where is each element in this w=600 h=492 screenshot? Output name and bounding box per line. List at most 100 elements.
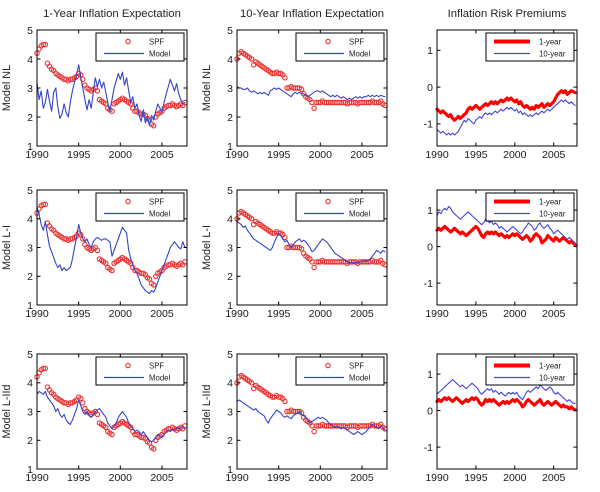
nl-risk-premiums-10-year-line [436, 99, 576, 136]
chart-nl-10y-expectation: 1990 1995 2000 2005 1 2 3 4 5 10-Year Inflation E… [201, 8, 388, 161]
svg-text:5: 5 [227, 349, 233, 361]
legend-label-2: Model [349, 49, 371, 58]
svg-text:2000: 2000 [109, 308, 133, 320]
svg-text:1: 1 [427, 205, 433, 217]
nl-1y-expectation-spf-points [34, 41, 188, 129]
svg-text:1995: 1995 [267, 472, 291, 484]
tick-labels: 1990 1995 2000 2005 1 2 3 4 5 [225, 185, 374, 320]
plot-box [436, 353, 578, 470]
legend-spf-marker [325, 38, 331, 45]
nl-10y-expectation-spf-points [234, 49, 388, 112]
legend-label-1: SPF [149, 197, 164, 206]
legend: SPF Model [95, 356, 185, 386]
y-axis-label: Model L-IId [1, 384, 13, 438]
svg-text:2000: 2000 [309, 149, 333, 161]
legend-label-1: SPF [349, 361, 364, 370]
svg-text:1: 1 [227, 464, 233, 476]
svg-text:5: 5 [227, 185, 233, 197]
lid-risk-premiums-10-year-line [436, 379, 576, 404]
svg-text:1990: 1990 [25, 472, 49, 484]
chart-nl-1y-expectation: 1990 1995 2000 2005 1 2 3 4 5 1-Year Inflation Ex… [1, 8, 188, 161]
svg-text:2000: 2000 [309, 472, 333, 484]
legend: 1-year 10-year [485, 192, 575, 222]
svg-text:2: 2 [227, 112, 233, 124]
legend-label-2: Model [349, 373, 371, 382]
svg-text:2: 2 [27, 271, 33, 283]
chart-cell-li-10y-expectation: 1990 1995 2000 2005 1 2 3 4 5 Model L-I SPF Model [200, 164, 400, 328]
tick-labels: 1990 1995 2000 2005 -1 0 1 [424, 369, 566, 484]
svg-text:1: 1 [227, 300, 233, 312]
svg-text:1995: 1995 [464, 308, 488, 320]
chart-cell-nl-1y-expectation: 1990 1995 2000 2005 1 2 3 4 5 1-Year Inflation Ex… [0, 0, 200, 164]
svg-text:1990: 1990 [425, 149, 449, 161]
chart-li-1y-expectation: 1990 1995 2000 2005 1 2 3 4 5 Model L-I SPF Model [1, 185, 188, 320]
svg-text:1995: 1995 [267, 149, 291, 161]
svg-text:1990: 1990 [25, 308, 49, 320]
svg-text:5: 5 [27, 349, 33, 361]
svg-text:-1: -1 [424, 442, 433, 454]
legend-label-1: 1-year [539, 37, 562, 46]
legend: 1-year 10-year [485, 356, 575, 386]
legend-label-2: Model [149, 373, 171, 382]
svg-text:5: 5 [27, 185, 33, 197]
svg-text:1995: 1995 [67, 149, 91, 161]
svg-text:-1: -1 [424, 278, 433, 290]
chart-cell-li-1y-expectation: 1990 1995 2000 2005 1 2 3 4 5 Model L-I SPF Model [0, 164, 200, 328]
svg-text:2005: 2005 [542, 472, 566, 484]
legend: SPF Model [295, 356, 385, 386]
axis-ticks [436, 30, 577, 146]
legend-label-1: SPF [349, 197, 364, 206]
lid-risk-premiums-1-year-line [435, 396, 577, 412]
li-1y-expectation-spf-points [34, 201, 188, 288]
chart-title: Inflation Risk Premiums [448, 8, 567, 20]
chart-cell-li-risk-premiums: 1990 1995 2000 2005 -1 0 1 1-year 10-year [400, 164, 600, 328]
tick-labels: 1990 1995 2000 2005 -1 0 1 [424, 205, 566, 320]
tick-labels: 1990 1995 2000 2005 1 2 3 4 5 [25, 349, 174, 484]
svg-text:2005: 2005 [150, 149, 174, 161]
svg-text:1: 1 [27, 141, 33, 153]
tick-labels: 1990 1995 2000 2005 1 2 3 4 5 [25, 185, 174, 320]
legend: SPF Model [95, 32, 185, 62]
li-risk-premiums-1-year-line [435, 224, 577, 247]
svg-text:2: 2 [227, 271, 233, 283]
svg-text:4: 4 [27, 378, 33, 390]
svg-text:2000: 2000 [503, 472, 527, 484]
chart-lid-1y-expectation: 1990 1995 2000 2005 1 2 3 4 5 Model L-IId SPF Model [1, 349, 188, 484]
svg-text:0: 0 [427, 241, 433, 253]
chart-nl-risk-premiums: 1990 1995 2000 2005 -1 0 1 Inflation Risk Premi… [424, 8, 578, 161]
svg-text:2000: 2000 [309, 308, 333, 320]
legend-spf-marker [125, 38, 131, 45]
svg-text:2: 2 [227, 435, 233, 447]
svg-text:1990: 1990 [225, 149, 249, 161]
chart-li-risk-premiums: 1990 1995 2000 2005 -1 0 1 1-year 10-year [424, 189, 578, 320]
chart-title: 1-Year Inflation Expectation [43, 8, 181, 20]
plot-box [436, 29, 578, 147]
svg-text:5: 5 [227, 25, 233, 37]
legend-label-1: SPF [149, 361, 164, 370]
svg-text:2: 2 [27, 112, 33, 124]
svg-text:4: 4 [227, 54, 233, 66]
li-risk-premiums-10-year-line [436, 205, 576, 244]
svg-text:2005: 2005 [350, 308, 374, 320]
svg-text:3: 3 [227, 406, 233, 418]
svg-text:4: 4 [227, 378, 233, 390]
y-axis-label: Model L-I [201, 225, 213, 270]
svg-text:2005: 2005 [350, 472, 374, 484]
legend-label-2: 10-year [539, 49, 566, 58]
chart-cell-lid-risk-premiums: 1990 1995 2000 2005 -1 0 1 1-year 10-year [400, 328, 600, 492]
chart-cell-nl-10y-expectation: 1990 1995 2000 2005 1 2 3 4 5 10-Year Inflation E… [200, 0, 400, 164]
tick-labels: 1990 1995 2000 2005 -1 0 1 [424, 45, 566, 161]
axis-ticks [236, 29, 387, 147]
svg-text:1: 1 [427, 45, 433, 57]
svg-text:2005: 2005 [150, 472, 174, 484]
axis-ticks [36, 29, 187, 147]
legend-label-1: 1-year [539, 197, 562, 206]
svg-text:1995: 1995 [67, 472, 91, 484]
chart-lid-10y-expectation: 1990 1995 2000 2005 1 2 3 4 5 Model L-IId SPF Model [201, 349, 388, 484]
nl-10y-expectation-model-line [236, 86, 386, 101]
svg-text:2005: 2005 [542, 308, 566, 320]
legend: 1-year 10-year [485, 32, 575, 62]
y-axis-label: Model L-IId [201, 384, 213, 438]
svg-text:3: 3 [227, 83, 233, 95]
